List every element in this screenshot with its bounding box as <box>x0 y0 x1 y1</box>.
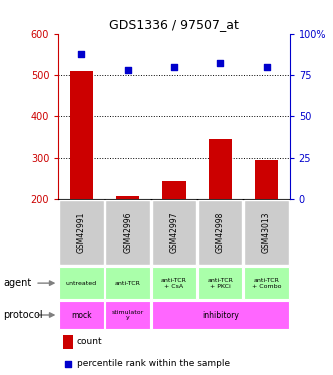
Bar <box>106 267 150 299</box>
Bar <box>255 160 278 199</box>
Text: anti-TCR
+ Combo: anti-TCR + Combo <box>252 278 281 288</box>
Title: GDS1336 / 97507_at: GDS1336 / 97507_at <box>109 18 239 31</box>
Point <box>79 51 84 57</box>
Text: anti-TCR
+ CsA: anti-TCR + CsA <box>161 278 187 288</box>
Text: anti-TCR: anti-TCR <box>115 280 141 286</box>
Point <box>125 67 131 73</box>
Text: inhibitory: inhibitory <box>202 310 239 320</box>
Bar <box>152 267 196 299</box>
Bar <box>106 200 150 265</box>
Point <box>65 361 71 367</box>
Text: count: count <box>77 337 103 346</box>
Bar <box>244 267 289 299</box>
Text: anti-TCR
+ PKCi: anti-TCR + PKCi <box>207 278 233 288</box>
Bar <box>152 200 196 265</box>
Bar <box>244 200 289 265</box>
Text: stimulator
y: stimulator y <box>112 310 144 320</box>
Bar <box>59 267 104 299</box>
Bar <box>59 200 104 265</box>
Text: GSM42997: GSM42997 <box>169 212 178 253</box>
Bar <box>70 71 93 199</box>
Text: untreated: untreated <box>66 280 97 286</box>
Point <box>171 64 176 70</box>
Text: mock: mock <box>71 310 92 320</box>
Bar <box>106 301 150 329</box>
Text: percentile rank within the sample: percentile rank within the sample <box>77 359 230 368</box>
Text: GSM42996: GSM42996 <box>123 212 132 253</box>
Bar <box>116 196 139 199</box>
Point <box>264 64 269 70</box>
Text: protocol: protocol <box>3 310 43 320</box>
Bar <box>198 267 242 299</box>
Text: agent: agent <box>3 278 32 288</box>
Bar <box>163 181 185 199</box>
Bar <box>63 334 73 349</box>
Point <box>218 60 223 66</box>
Bar <box>209 139 232 199</box>
Text: GSM42998: GSM42998 <box>216 212 225 253</box>
Text: GSM42991: GSM42991 <box>77 212 86 253</box>
Bar <box>152 301 289 329</box>
Bar <box>59 301 104 329</box>
Bar <box>198 200 242 265</box>
Text: GSM43013: GSM43013 <box>262 212 271 253</box>
